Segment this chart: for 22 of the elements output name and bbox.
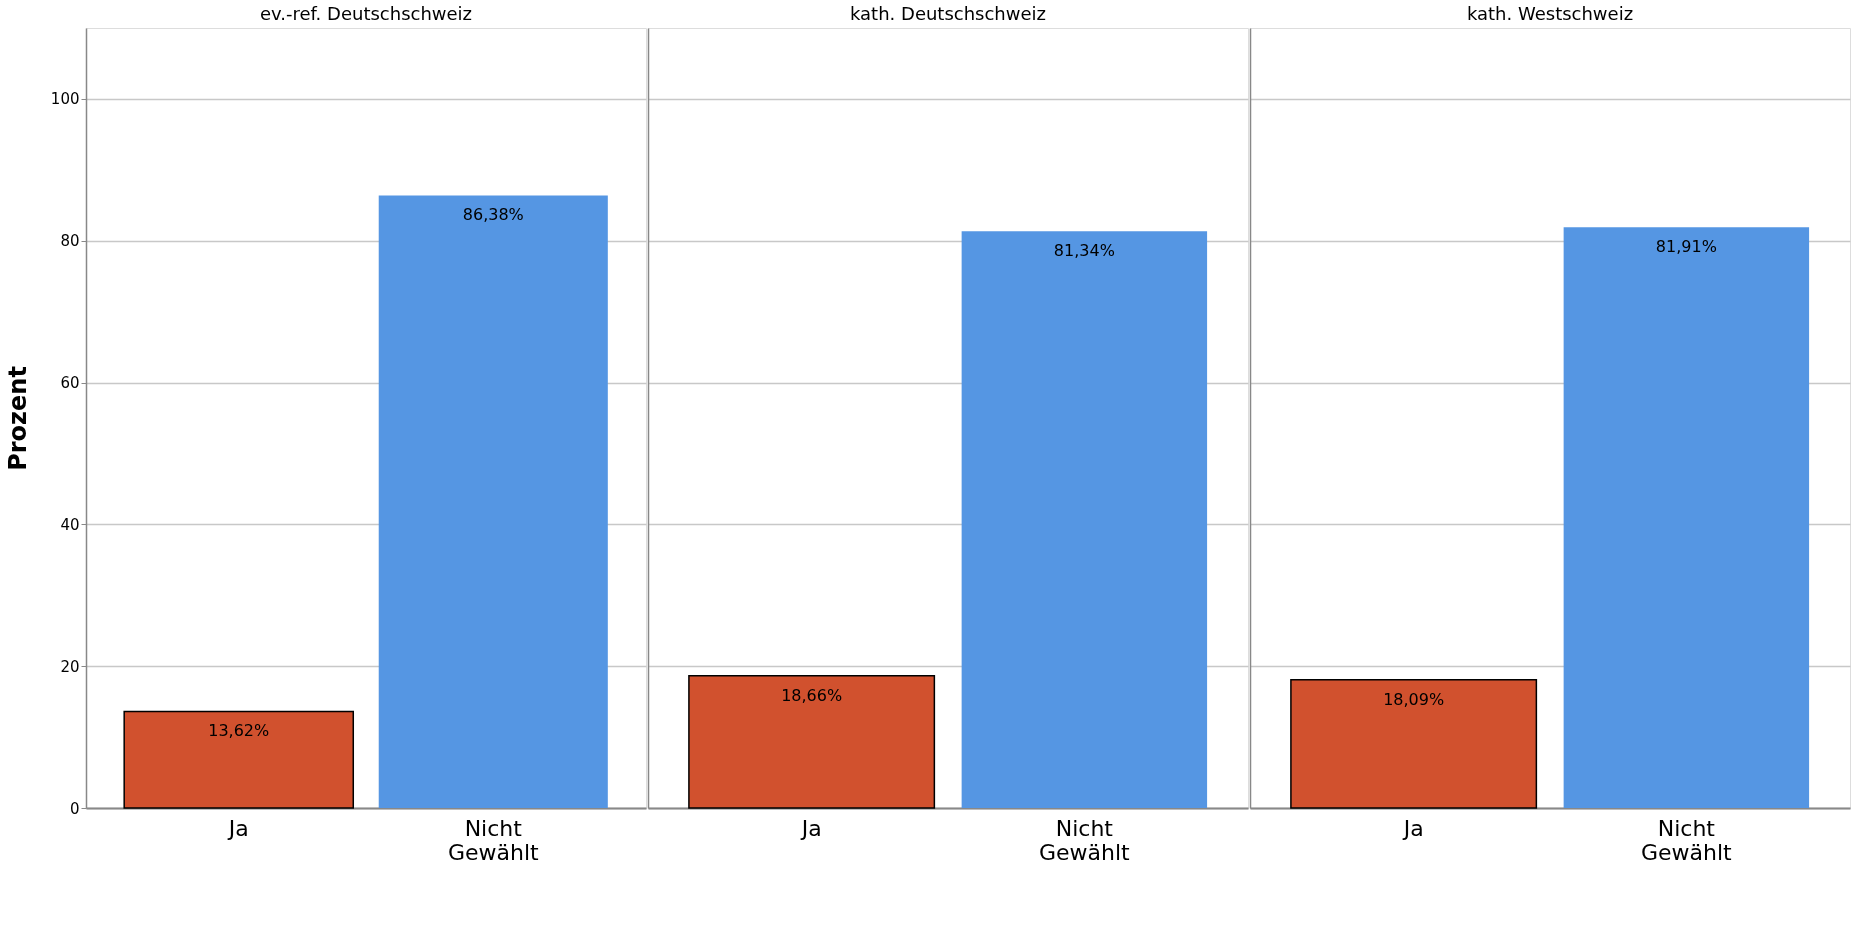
y-tick-label: 100: [50, 90, 80, 109]
x-tick-label: Ja: [799, 815, 822, 841]
y-tick-label: 20: [60, 657, 80, 676]
y-tick-label: 60: [60, 374, 80, 393]
data-label: 18,66%: [781, 685, 843, 705]
data-label: 81,91%: [1655, 237, 1717, 257]
x-tick-label: Nicht Gewählt: [1640, 815, 1733, 865]
x-tick-label: Ja: [226, 815, 249, 841]
chart-title: kath. Westschweiz: [1466, 3, 1634, 24]
y-tick-label: 40: [60, 515, 80, 534]
data-label: 81,34%: [1053, 241, 1115, 261]
chart-title: kath. Deutschschweiz: [849, 3, 1047, 24]
data-label: 18,09%: [1383, 689, 1445, 709]
x-tick-label: Ja: [1401, 815, 1424, 841]
y-tick-label: 80: [60, 232, 80, 251]
y-axis-title: Prozent: [3, 366, 32, 471]
x-tick-label: Nicht Gewählt: [447, 815, 540, 865]
x-tick-label: Nicht Gewählt: [1038, 815, 1131, 865]
data-label: 13,62%: [208, 721, 270, 741]
chart-title: ev.-ref. Deutschschweiz: [259, 3, 473, 24]
data-label: 86,38%: [462, 205, 524, 225]
y-tick-label: 0: [69, 799, 80, 818]
